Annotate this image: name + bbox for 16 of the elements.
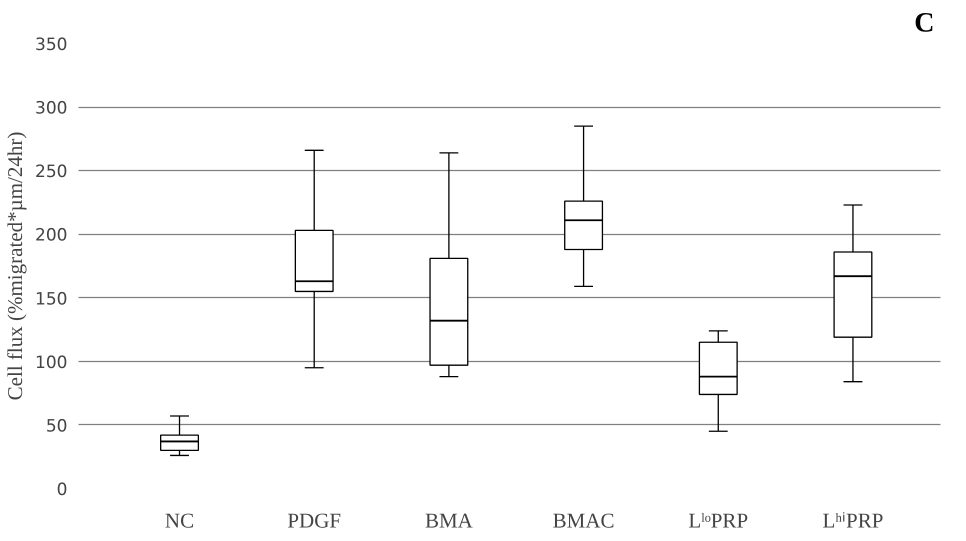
y-tick-label: 350	[35, 35, 68, 55]
text: C	[914, 8, 935, 38]
y-tick-label: 100	[35, 352, 68, 373]
x-tick-label: LʰⁱPRP	[822, 508, 884, 532]
x-tick-label: BMA	[424, 508, 474, 532]
x-tick-label: NC	[164, 508, 194, 532]
y-axis-title: Cell flux (%migrated*µm/24hr)	[3, 132, 28, 400]
y-tick-label: 50	[46, 416, 68, 436]
y-tick-label: 250	[35, 162, 68, 182]
y-tick-label: 300	[35, 98, 68, 119]
y-tick-label: 200	[35, 226, 68, 246]
y-tick-label: 150	[35, 289, 68, 310]
x-tick-label: LˡᵒPRP	[688, 508, 748, 532]
x-tick-label: BMAC	[552, 508, 615, 532]
y-tick-label: 0	[56, 480, 68, 500]
x-tick-label: PDGF	[287, 508, 342, 532]
